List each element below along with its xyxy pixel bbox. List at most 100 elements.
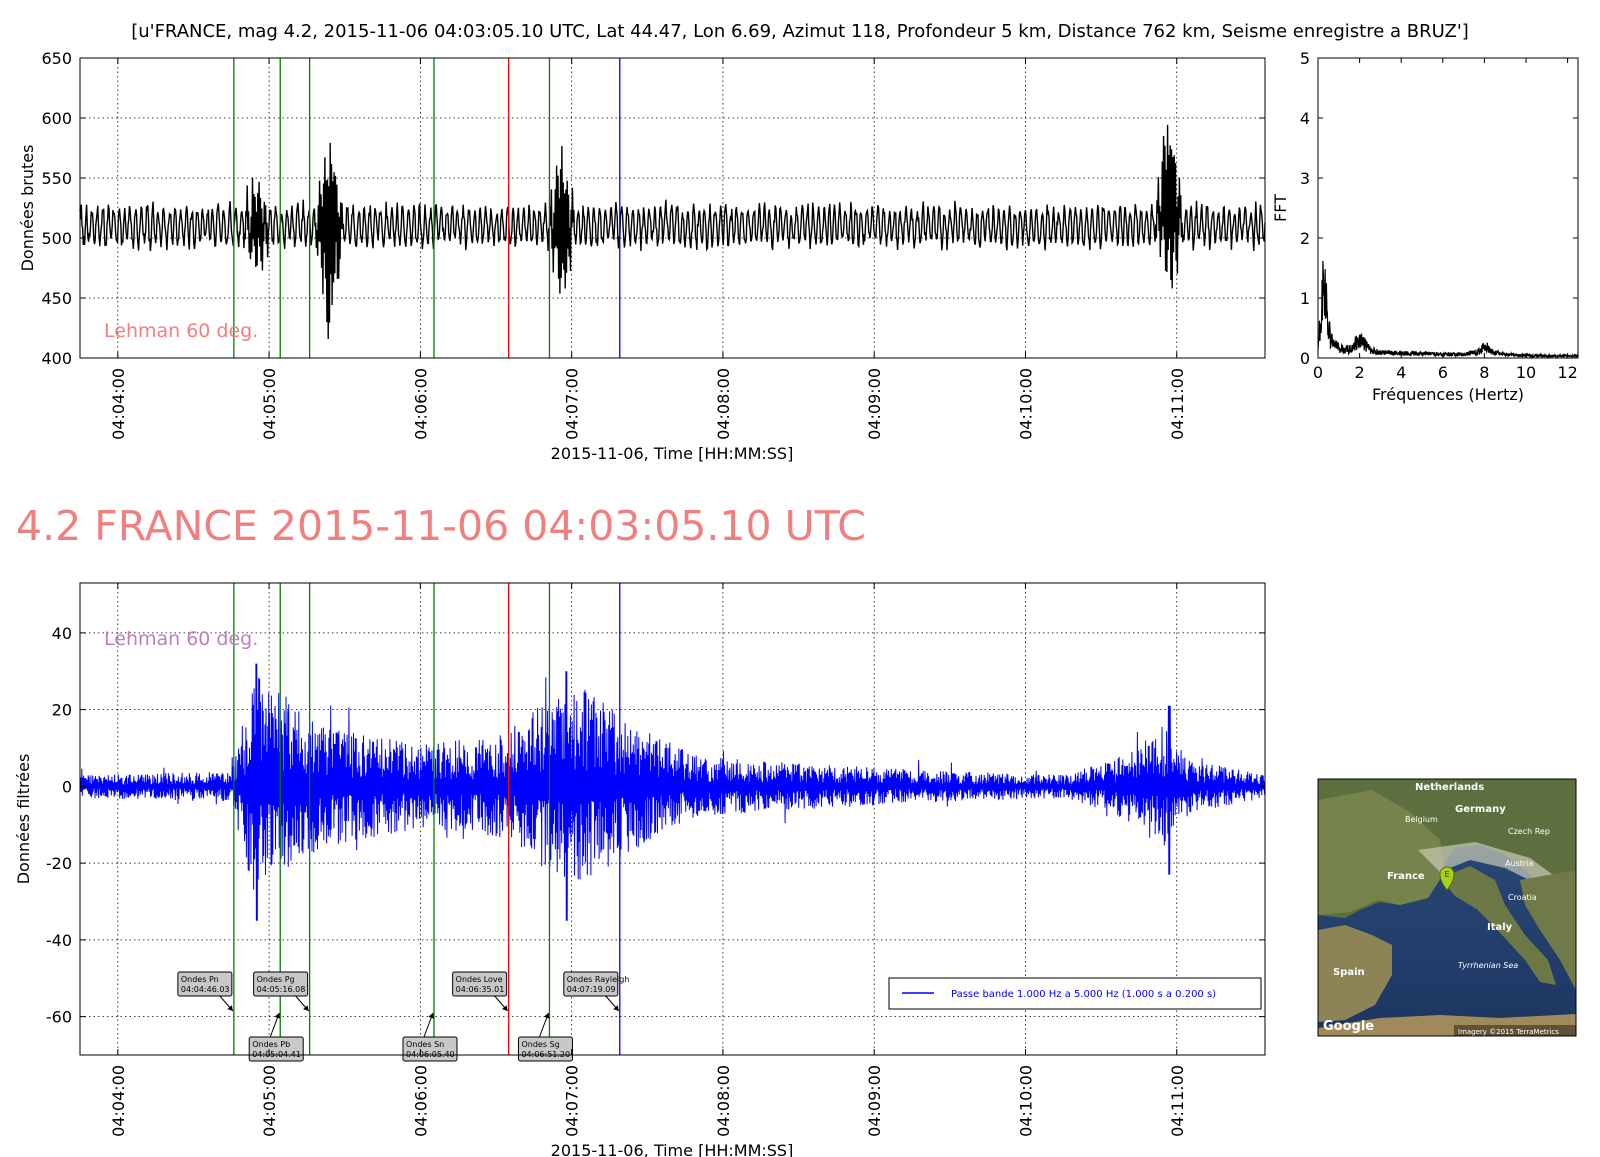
raw-x-ticks: 04:04:00 04:05:00 04:06:00 04:07:00 04:08:00…	[109, 58, 1187, 440]
phase-annotation-arrowhead	[274, 1013, 281, 1019]
fft-ytick-label: 5	[1300, 49, 1310, 68]
flt-xtick-label: 04:11:00	[1168, 1065, 1187, 1137]
figure-title: [u'FRANCE, mag 4.2, 2015-11-06 04:03:05.…	[131, 21, 1469, 42]
flt-ytick-label: -60	[46, 1008, 72, 1027]
phase-annotation-name: Ondes Love	[456, 975, 503, 984]
flt-xtick-label: 04:10:00	[1016, 1065, 1035, 1137]
filtered-trace	[79, 663, 1266, 921]
map-land-balkans	[1520, 870, 1576, 990]
map-credit: Imagery ©2015 TerraMetrics	[1458, 1028, 1559, 1036]
legend-label: Passe bande 1.000 Hz a 5.000 Hz (1.000 s…	[951, 989, 1216, 1000]
raw-xtick-label: 04:06:00	[411, 368, 430, 440]
epicenter-map[interactable]: E Netherlands Germany Belgium Czech Rep …	[1317, 778, 1577, 1037]
raw-ytick-label: 450	[41, 289, 72, 308]
map-label-germany: Germany	[1455, 804, 1506, 815]
flt-ytick-label: 40	[52, 624, 72, 643]
filtered-series-line	[79, 663, 1266, 921]
map-land-france	[1318, 790, 1445, 915]
flt-xtick-label: 04:08:00	[714, 1065, 733, 1137]
filtered-phase-lines	[233, 583, 621, 1055]
raw-y-label: Données brutes	[18, 145, 37, 272]
fft-xtick-label: 2	[1355, 363, 1365, 382]
phase-annotation-arrowhead	[613, 1005, 619, 1011]
map-label-czech-rep: Czech Rep	[1508, 827, 1550, 836]
flt-xtick-label: 04:04:00	[109, 1065, 128, 1137]
fft-y-label: FFT	[1271, 194, 1290, 222]
legend-box	[888, 977, 1262, 1010]
fft-trace	[1317, 260, 1579, 360]
fft-xtick-label: 8	[1479, 363, 1489, 382]
map-label-tyrrhenian-sea: Tyrrhenian Sea	[1458, 961, 1518, 970]
phase-annotation-time: 04:07:19.09	[567, 985, 616, 994]
fft-chart: 0 12 3 4 5 0 2 4 6 8 10 12 FFT Fréquences (Hertz)	[1271, 49, 1579, 404]
phase-annotation-name: Ondes Sg	[521, 1040, 559, 1049]
flt-ytick-label: 20	[52, 701, 72, 720]
raw-lehman-note: Lehman 60 deg.	[104, 320, 258, 342]
fft-ytick-label: 0	[1300, 349, 1310, 368]
raw-xtick-label: 04:07:00	[563, 368, 582, 440]
filtered-y-label: Données filtrées	[14, 754, 33, 885]
raw-xtick-label: 04:04:00	[109, 368, 128, 440]
phase-annotation-arrowhead	[502, 1005, 508, 1011]
phase-annotation-time: 04:04:46.03	[181, 985, 230, 994]
flt-xtick-label: 04:06:00	[411, 1065, 430, 1137]
flt-xtick-label: 04:07:00	[563, 1065, 582, 1137]
fft-plot-area	[1318, 58, 1578, 358]
raw-x-label: 2015-11-06, Time [HH:MM:SS]	[551, 444, 794, 463]
fft-plot-frame	[1317, 57, 1579, 359]
fft-xtick-label: 0	[1313, 363, 1323, 382]
phase-annotation-name: Ondes Sn	[406, 1040, 444, 1049]
flt-ytick-label: 0	[62, 777, 72, 796]
fft-x-label: Fréquences (Hertz)	[1372, 385, 1524, 404]
map-land-iberia	[1318, 925, 1392, 1022]
raw-ytick-label: 400	[41, 349, 72, 368]
raw-trace	[79, 124, 1266, 340]
map-land-alps	[1418, 842, 1560, 888]
fft-x-ticks: 0 2 4 6 8 10 12	[1313, 58, 1578, 382]
phase-annotation-arrowhead	[303, 1005, 309, 1011]
map-google-logo: Google	[1323, 1019, 1374, 1034]
fft-ytick-label: 3	[1300, 169, 1310, 188]
raw-xtick-label: 04:05:00	[260, 368, 279, 440]
filtered-plot-frame	[79, 582, 1266, 1056]
raw-xtick-label: 04:09:00	[865, 368, 884, 440]
filtered-y-ticks: -60 -40 -20 0 20 40	[46, 624, 1265, 1027]
map-label-netherlands: Netherlands	[1415, 782, 1484, 793]
fft-xtick-label: 4	[1396, 363, 1406, 382]
raw-y-ticks: 400 450 500 550 600 650	[41, 49, 1265, 368]
raw-data-chart: Lehman 60 deg. 400 450 500 550 600 650 04:04:…	[18, 49, 1266, 463]
raw-ytick-label: 500	[41, 229, 72, 248]
flt-xtick-label: 04:09:00	[865, 1065, 884, 1137]
map-label-spain: Spain	[1333, 967, 1365, 978]
phase-annotation-time: 04:05:16.08	[257, 985, 306, 994]
raw-ytick-label: 600	[41, 109, 72, 128]
raw-xtick-label: 04:08:00	[714, 368, 733, 440]
fft-ytick-label: 2	[1300, 229, 1310, 248]
fft-xtick-label: 10	[1516, 363, 1536, 382]
phase-annotation-box	[177, 971, 233, 997]
phase-annotation-arrowhead	[543, 1013, 550, 1019]
raw-ytick-label: 650	[41, 49, 72, 68]
phase-annotation-arrowhead	[428, 1013, 435, 1019]
phase-annotation-time: 04:06:35.01	[456, 985, 505, 994]
fft-ytick-label: 4	[1300, 109, 1310, 128]
fft-xtick-label: 12	[1557, 363, 1577, 382]
phase-annotation-arrowhead	[227, 1005, 233, 1011]
map-epicenter-marker[interactable]: E	[1439, 866, 1455, 891]
phase-annotation-name: Ondes Pb	[252, 1040, 290, 1049]
phase-annotation-box	[452, 971, 508, 997]
map-label-austria: Austria	[1505, 859, 1533, 868]
map-label-italy: Italy	[1487, 922, 1513, 933]
filtered-lehman-note: Lehman 60 deg.	[104, 628, 258, 650]
map-label-belgium: Belgium	[1405, 815, 1438, 824]
fft-xtick-label: 6	[1438, 363, 1448, 382]
phase-annotation-name: Ondes Rayleigh	[567, 975, 630, 984]
map-label-france: France	[1387, 871, 1425, 882]
map-land-italy	[1440, 866, 1556, 985]
filtered-x-label: 2015-11-06, Time [HH:MM:SS]	[551, 1141, 794, 1157]
